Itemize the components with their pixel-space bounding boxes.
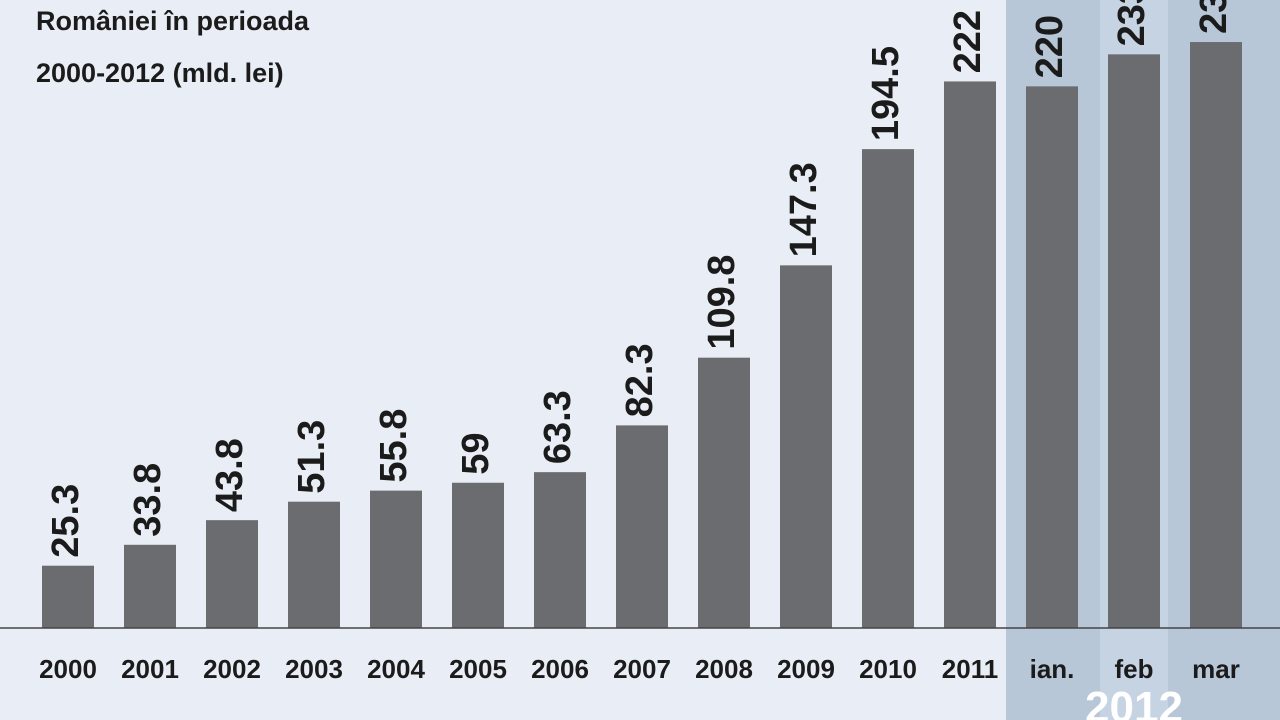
x-tick-label: 2008	[695, 654, 753, 684]
value-label: 82.3	[619, 343, 661, 417]
x-tick-label: 2001	[121, 654, 179, 684]
value-label: 233	[1111, 0, 1153, 46]
value-label: 220	[1029, 15, 1071, 78]
x-tick-label: 2004	[367, 654, 425, 684]
bar	[944, 81, 996, 629]
value-label: 194.5	[865, 46, 907, 141]
x-tick-label: mar	[1192, 654, 1240, 684]
value-label: 33.8	[127, 463, 169, 537]
bar	[370, 490, 422, 628]
chart-title: 2000-2012 (mld. lei)	[36, 58, 284, 88]
x-tick-label: 2006	[531, 654, 589, 684]
bar	[616, 425, 668, 628]
value-label: 147.3	[783, 162, 825, 257]
bar	[780, 265, 832, 628]
bar	[206, 520, 258, 628]
bar	[42, 565, 94, 628]
bar	[534, 472, 586, 628]
bar	[124, 544, 176, 628]
x-tick-label: 2010	[859, 654, 917, 684]
bar	[698, 357, 750, 628]
bar	[862, 149, 914, 629]
chart-title: României în perioada	[36, 6, 310, 36]
bar	[1190, 42, 1242, 628]
x-tick-label: feb	[1115, 654, 1154, 684]
bar	[288, 501, 340, 628]
value-label: 43.8	[209, 438, 251, 512]
value-label: 63.3	[537, 390, 579, 464]
value-label: 59	[455, 432, 497, 474]
x-tick-label: 2003	[285, 654, 343, 684]
x-tick-label: 2000	[39, 654, 97, 684]
x-tick-label: 2011	[942, 654, 998, 684]
value-label: 109.8	[701, 255, 743, 350]
x-tick-label: 2007	[613, 654, 671, 684]
x-tick-label: 2005	[449, 654, 507, 684]
group-label: 2012	[1085, 683, 1183, 720]
value-label: 238	[1193, 0, 1235, 34]
bar	[1026, 86, 1078, 629]
value-label: 222	[947, 10, 989, 73]
x-tick-label: ian.	[1030, 654, 1075, 684]
bar	[1108, 54, 1160, 628]
bar	[452, 482, 504, 628]
x-tick-label: 2009	[777, 654, 835, 684]
x-tick-label: 2002	[203, 654, 261, 684]
value-label: 25.3	[45, 484, 87, 558]
value-label: 55.8	[373, 409, 415, 483]
value-label: 51.3	[291, 420, 333, 494]
